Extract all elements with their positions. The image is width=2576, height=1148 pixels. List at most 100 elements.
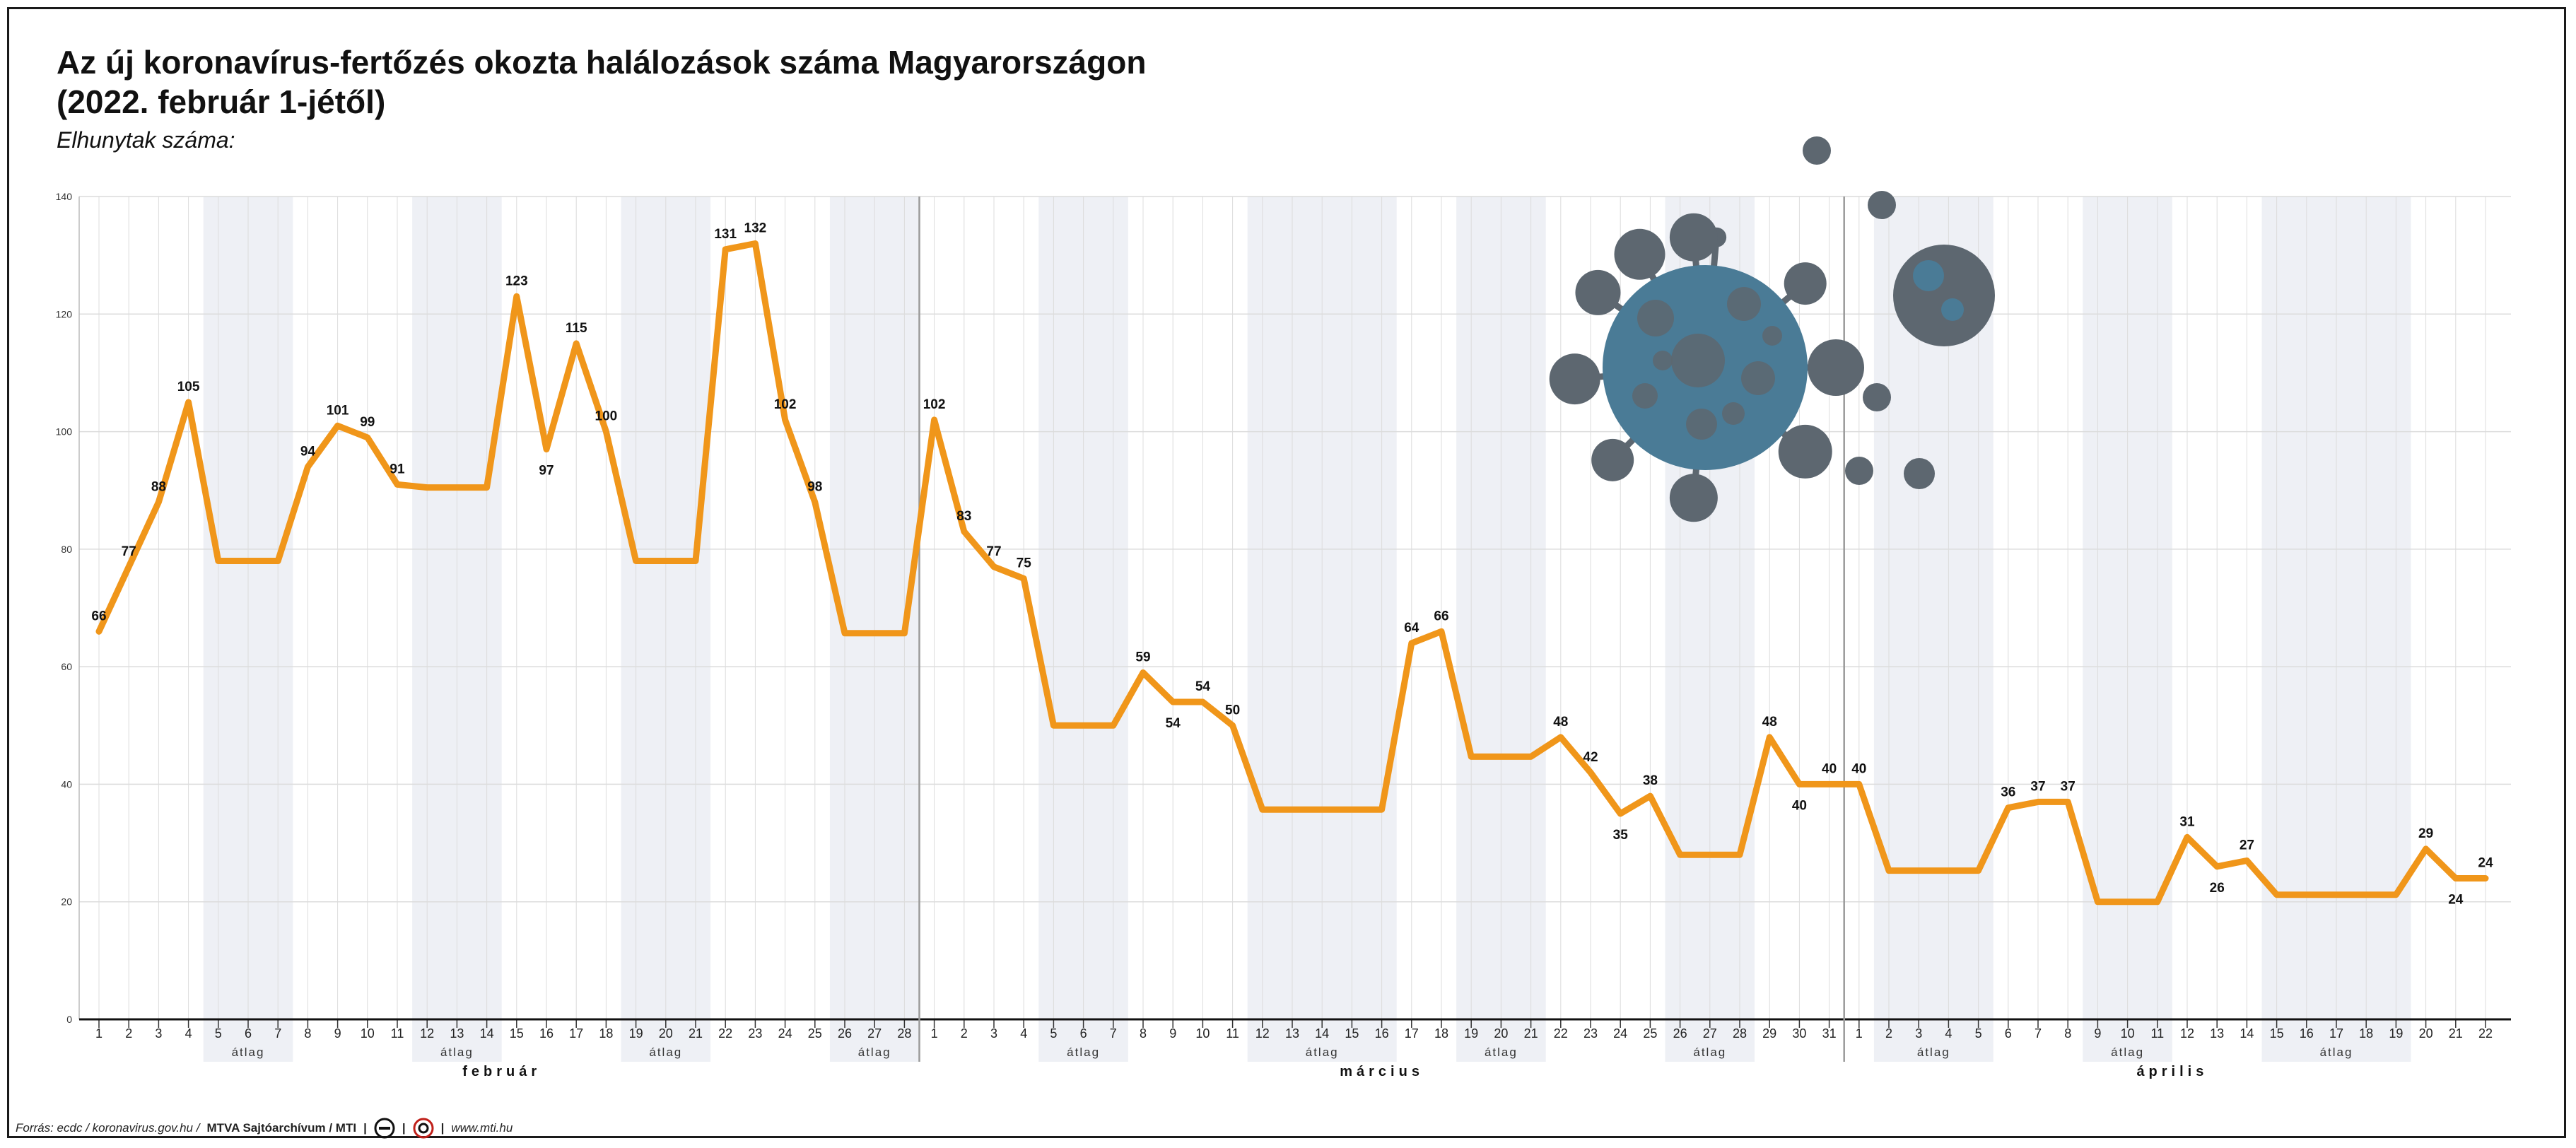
- x-tick-label: 20: [2419, 1026, 2433, 1041]
- x-tick-label: 15: [1345, 1026, 1359, 1041]
- virus-particle: [1845, 457, 1873, 485]
- average-label: átlag: [1067, 1046, 1100, 1059]
- x-tick-label: 21: [689, 1026, 703, 1041]
- virus-knob: [1614, 228, 1665, 280]
- average-label: átlag: [858, 1046, 891, 1059]
- x-tick-label: 5: [215, 1026, 222, 1041]
- average-label: átlag: [1306, 1046, 1339, 1059]
- x-tick-label: 5: [1050, 1026, 1057, 1041]
- x-tick-label: 3: [1915, 1026, 1922, 1041]
- x-tick-label: 17: [569, 1026, 583, 1041]
- virus-spot: [1686, 409, 1717, 440]
- y-tick-label: 20: [61, 896, 72, 908]
- x-tick-label: 2: [1885, 1026, 1892, 1041]
- x-tick-label: 19: [629, 1026, 643, 1041]
- data-label: 40: [1851, 761, 1866, 776]
- x-tick-label: 2: [961, 1026, 968, 1041]
- y-tick-label: 0: [66, 1014, 72, 1025]
- footer-separator: |: [402, 1121, 406, 1135]
- virus-knob: [1591, 438, 1634, 481]
- month-label: február: [462, 1064, 541, 1079]
- virus-particle: [1868, 191, 1896, 219]
- x-tick-label: 22: [1554, 1026, 1568, 1041]
- data-label: 40: [1822, 761, 1837, 776]
- x-tick-label: 25: [1643, 1026, 1657, 1041]
- data-label: 123: [505, 274, 528, 288]
- virus-knob: [1784, 262, 1827, 305]
- x-tick-label: 12: [1255, 1026, 1270, 1041]
- x-tick-label: 23: [1583, 1026, 1598, 1041]
- x-tick-label: 27: [1703, 1026, 1717, 1041]
- footer-separator: |: [440, 1121, 445, 1135]
- data-label: 59: [1135, 650, 1150, 664]
- data-label: 105: [177, 380, 200, 394]
- x-tick-label: 6: [245, 1026, 252, 1041]
- x-tick-label: 27: [867, 1026, 882, 1041]
- x-tick-label: 10: [1195, 1026, 1210, 1041]
- average-label: átlag: [649, 1046, 682, 1059]
- data-label: 102: [774, 397, 797, 412]
- x-tick-label: 2: [125, 1026, 132, 1041]
- x-tick-label: 29: [1762, 1026, 1776, 1041]
- x-tick-label: 3: [990, 1026, 997, 1041]
- data-label: 38: [1643, 773, 1658, 788]
- virus-knob: [1575, 269, 1621, 315]
- x-tick-label: 18: [599, 1026, 613, 1041]
- x-tick-label: 3: [155, 1026, 162, 1041]
- x-tick-label: 12: [2180, 1026, 2194, 1041]
- month-label: március: [1340, 1064, 1424, 1079]
- data-label: 83: [956, 509, 971, 524]
- data-label: 50: [1225, 703, 1240, 718]
- footer: Forrás: ecdc / koronavirus.gov.hu / MTVA…: [16, 1115, 513, 1141]
- x-tick-label: 7: [274, 1026, 281, 1041]
- month-label: április: [2136, 1064, 2208, 1079]
- virus-particle-spot: [1941, 298, 1964, 321]
- data-label: 27: [2240, 838, 2254, 853]
- x-tick-label: 9: [2094, 1026, 2101, 1041]
- x-tick-label: 4: [1945, 1026, 1952, 1041]
- data-label: 102: [923, 397, 946, 412]
- average-label: átlag: [2320, 1046, 2353, 1059]
- x-tick-label: 14: [480, 1026, 494, 1041]
- x-tick-label: 15: [510, 1026, 524, 1041]
- x-tick-label: 11: [1226, 1026, 1239, 1041]
- x-tick-label: 17: [2329, 1026, 2343, 1041]
- average-label: átlag: [2111, 1046, 2144, 1059]
- data-label: 64: [1404, 621, 1419, 636]
- average-label: átlag: [1917, 1046, 1950, 1059]
- x-tick-label: 19: [2389, 1026, 2403, 1041]
- data-label: 91: [390, 462, 405, 476]
- data-label: 115: [566, 321, 587, 336]
- y-tick-label: 40: [61, 778, 72, 790]
- x-tick-label: 8: [304, 1026, 311, 1041]
- x-tick-label: 30: [1792, 1026, 1806, 1041]
- x-tick-label: 7: [1110, 1026, 1117, 1041]
- virus-particle: [1904, 458, 1935, 489]
- data-label: 99: [360, 415, 375, 430]
- x-tick-label: 15: [2270, 1026, 2284, 1041]
- x-tick-label: 18: [2359, 1026, 2373, 1041]
- x-tick-label: 31: [1822, 1026, 1837, 1041]
- footer-source: Forrás: ecdc / koronavirus.gov.hu /: [16, 1121, 200, 1135]
- data-label: 42: [1583, 750, 1598, 765]
- x-tick-label: 20: [659, 1026, 673, 1041]
- virus-particle: [1803, 136, 1831, 165]
- data-label: 88: [151, 479, 166, 494]
- x-tick-label: 7: [2035, 1026, 2042, 1041]
- chart-frame: [7, 7, 2566, 1138]
- data-label: 54: [1195, 679, 1211, 694]
- data-label: 77: [986, 544, 1001, 559]
- data-label: 31: [2179, 814, 2195, 829]
- data-label: 98: [807, 479, 822, 494]
- x-tick-label: 28: [897, 1026, 911, 1041]
- x-tick-label: 14: [1315, 1026, 1329, 1041]
- virus-knob: [1778, 424, 1832, 479]
- y-tick-label: 120: [56, 308, 73, 320]
- x-tick-label: 1: [95, 1026, 103, 1041]
- x-tick-label: 12: [420, 1026, 434, 1041]
- data-label: 35: [1613, 828, 1629, 843]
- x-tick-label: 6: [1080, 1026, 1087, 1041]
- virus-particle: [1863, 383, 1891, 411]
- virus-spot: [1762, 326, 1782, 346]
- x-tick-label: 21: [2449, 1026, 2463, 1041]
